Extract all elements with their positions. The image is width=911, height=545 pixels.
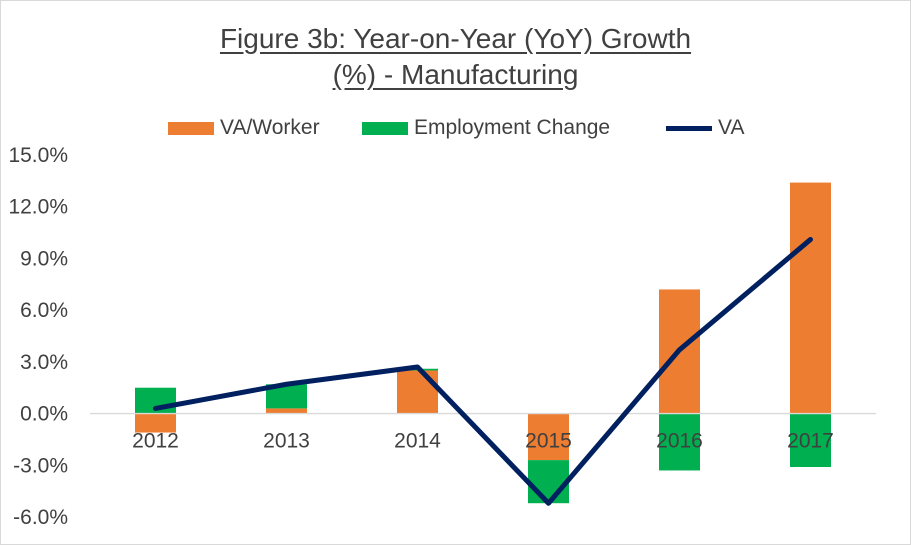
x-tick-label: 2017 [787, 430, 834, 453]
y-tick-label: 15.0% [8, 144, 68, 167]
y-tick-label: -3.0% [13, 454, 68, 477]
bar-va-worker-2013 [266, 408, 307, 414]
x-tick-label: 2016 [656, 430, 703, 453]
chart-title-line-2: (%) - Manufacturing [332, 59, 579, 90]
x-tick-label: 2015 [525, 430, 572, 453]
bar-va-worker-2015 [528, 413, 569, 461]
legend-label-va: VA [718, 116, 745, 139]
bar-employment-change-2015 [528, 460, 569, 504]
bar-va-worker-2017 [790, 182, 831, 414]
y-tick-label: 0.0% [20, 403, 68, 426]
bar-employment-change-2017 [790, 413, 831, 468]
legend-swatch-va [666, 125, 712, 131]
chart-title-line-1: Figure 3b: Year-on-Year (YoY) Growth [219, 23, 692, 54]
bar-va-worker-2014 [397, 370, 438, 414]
y-tick-label: 6.0% [20, 299, 68, 322]
legend-swatch-employment-change [362, 121, 408, 135]
y-tick-label: -6.0% [13, 506, 68, 529]
y-tick-label: 3.0% [20, 351, 68, 374]
x-tick-label: 2012 [132, 430, 179, 453]
bar-employment-change-2016 [659, 413, 700, 471]
x-tick-label: 2013 [263, 430, 310, 453]
bar-va-worker-2012 [135, 413, 176, 433]
legend-item-va: VA [666, 116, 744, 140]
x-tick-label: 2014 [394, 430, 441, 453]
legend-item-va-worker: VA/Worker [168, 116, 320, 140]
legend-label-va-worker: VA/Worker [220, 116, 320, 139]
legend-swatch-va-worker [168, 121, 214, 135]
legend-label-employment-change: Employment Change [414, 116, 611, 139]
legend-item-employment-change: Employment Change [362, 116, 610, 140]
y-tick-label: 9.0% [20, 247, 68, 270]
line-va [153, 236, 813, 506]
y-tick-label: 12.0% [8, 196, 68, 219]
